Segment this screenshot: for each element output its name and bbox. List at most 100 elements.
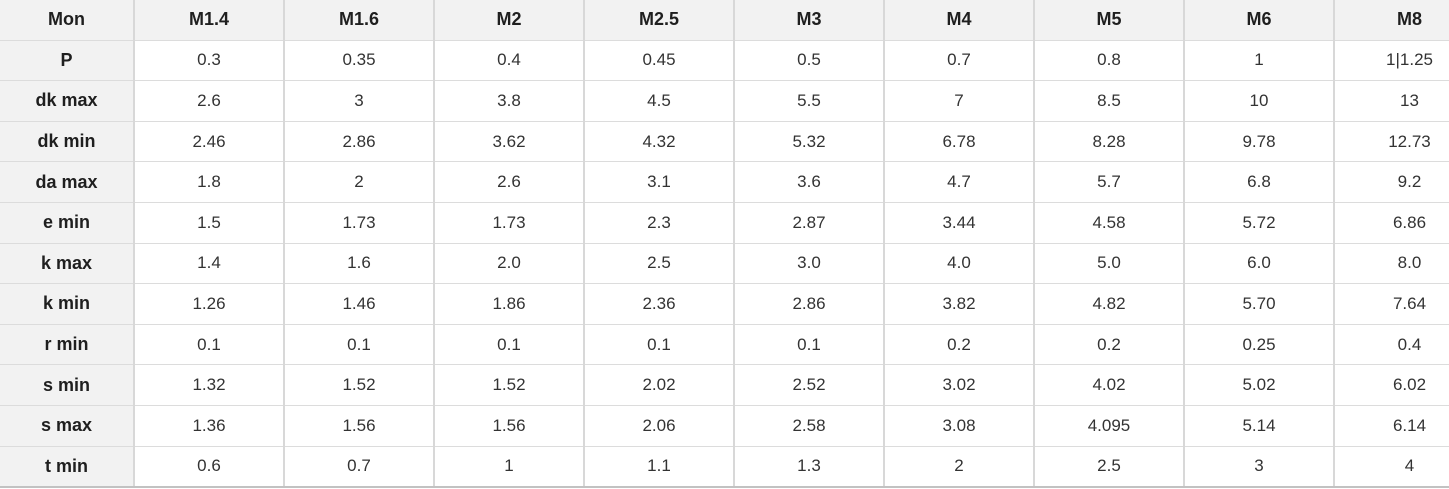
value-cell: 2 bbox=[283, 161, 434, 203]
value-cell: 3.08 bbox=[883, 404, 1034, 447]
value-cell: 3.1 bbox=[583, 161, 734, 203]
row-label: dk max bbox=[0, 80, 134, 122]
value-cell: 3.44 bbox=[883, 201, 1034, 244]
value-cell: 8.28 bbox=[1033, 120, 1184, 162]
value-cell: 2.02 bbox=[583, 364, 734, 406]
value-cell: 12.73 bbox=[1333, 120, 1449, 162]
value-cell: 4.32 bbox=[583, 120, 734, 162]
value-cell: 3.82 bbox=[883, 283, 1034, 325]
table-row: r min 0.1 0.1 0.1 0.1 0.1 0.2 0.2 0.25 0.4 bbox=[0, 323, 1449, 365]
table-row: k min 1.26 1.46 1.86 2.36 2.86 3.82 4.82 5.70 7.6… bbox=[0, 283, 1449, 325]
value-cell: 1 bbox=[1183, 39, 1334, 81]
row-label: dk min bbox=[0, 120, 134, 162]
column-header: M1.4 bbox=[133, 0, 284, 41]
value-cell: 1.56 bbox=[433, 404, 584, 447]
value-cell: 13 bbox=[1333, 80, 1449, 122]
value-cell: 1.52 bbox=[283, 364, 434, 406]
value-cell: 0.8 bbox=[1033, 39, 1184, 81]
row-label: s min bbox=[0, 364, 134, 406]
value-cell: 6.86 bbox=[1333, 201, 1449, 244]
value-cell: 5.02 bbox=[1183, 364, 1334, 406]
column-header: M8 bbox=[1333, 0, 1449, 41]
value-cell: 1.26 bbox=[133, 283, 284, 325]
value-cell: 4.0 bbox=[883, 242, 1034, 284]
table-row: e min 1.5 1.73 1.73 2.3 2.87 3.44 4.58 5.72 6.86 bbox=[0, 201, 1449, 244]
value-cell: 0.4 bbox=[433, 39, 584, 81]
value-cell: 4.02 bbox=[1033, 364, 1184, 406]
value-cell: 0.7 bbox=[883, 39, 1034, 81]
value-cell: 0.1 bbox=[283, 323, 434, 365]
value-cell: 2 bbox=[883, 445, 1034, 489]
table-row: k max 1.4 1.6 2.0 2.5 3.0 4.0 5.0 6.0 8.0 bbox=[0, 242, 1449, 284]
value-cell: 8.0 bbox=[1333, 242, 1449, 284]
value-cell: 3.6 bbox=[733, 161, 884, 203]
value-cell: 4.7 bbox=[883, 161, 1034, 203]
value-cell: 5.14 bbox=[1183, 404, 1334, 447]
value-cell: 2.86 bbox=[733, 283, 884, 325]
value-cell: 2.6 bbox=[433, 161, 584, 203]
row-label: da max bbox=[0, 161, 134, 203]
value-cell: 2.5 bbox=[1033, 445, 1184, 489]
value-cell: 8.5 bbox=[1033, 80, 1184, 122]
row-label: e min bbox=[0, 201, 134, 244]
value-cell: 0.1 bbox=[133, 323, 284, 365]
corner-header: Mon bbox=[0, 0, 134, 41]
column-header: M4 bbox=[883, 0, 1034, 41]
value-cell: 3.02 bbox=[883, 364, 1034, 406]
value-cell: 0.1 bbox=[583, 323, 734, 365]
value-cell: 6.02 bbox=[1333, 364, 1449, 406]
value-cell: 0.1 bbox=[733, 323, 884, 365]
value-cell: 1.6 bbox=[283, 242, 434, 284]
value-cell: 2.0 bbox=[433, 242, 584, 284]
value-cell: 2.86 bbox=[283, 120, 434, 162]
value-cell: 0.45 bbox=[583, 39, 734, 81]
value-cell: 6.14 bbox=[1333, 404, 1449, 447]
value-cell: 1.86 bbox=[433, 283, 584, 325]
value-cell: 1 bbox=[433, 445, 584, 489]
value-cell: 1.46 bbox=[283, 283, 434, 325]
table-row: P 0.3 0.35 0.4 0.45 0.5 0.7 0.8 1 1|1.25 bbox=[0, 39, 1449, 81]
value-cell: 2.87 bbox=[733, 201, 884, 244]
value-cell: 5.7 bbox=[1033, 161, 1184, 203]
value-cell: 4.58 bbox=[1033, 201, 1184, 244]
value-cell: 3.0 bbox=[733, 242, 884, 284]
header-row: Mon M1.4 M1.6 M2 M2.5 M3 M4 M5 M6 M8 bbox=[0, 0, 1449, 41]
value-cell: 9.78 bbox=[1183, 120, 1334, 162]
table-row: dk min 2.46 2.86 3.62 4.32 5.32 6.78 8.28 9.78 12… bbox=[0, 120, 1449, 162]
value-cell: 6.0 bbox=[1183, 242, 1334, 284]
value-cell: 3.8 bbox=[433, 80, 584, 122]
table-body: P 0.3 0.35 0.4 0.45 0.5 0.7 0.8 1 1|1.25 dk max 2.6… bbox=[0, 39, 1449, 489]
value-cell: 0.1 bbox=[433, 323, 584, 365]
value-cell: 1.36 bbox=[133, 404, 284, 447]
table-row: s max 1.36 1.56 1.56 2.06 2.58 3.08 4.095 5.14 6.… bbox=[0, 404, 1449, 447]
row-label: r min bbox=[0, 323, 134, 365]
value-cell: 1.32 bbox=[133, 364, 284, 406]
value-cell: 7 bbox=[883, 80, 1034, 122]
value-cell: 1.4 bbox=[133, 242, 284, 284]
value-cell: 0.25 bbox=[1183, 323, 1334, 365]
value-cell: 2.58 bbox=[733, 404, 884, 447]
value-cell: 1.1 bbox=[583, 445, 734, 489]
value-cell: 2.3 bbox=[583, 201, 734, 244]
value-cell: 1.56 bbox=[283, 404, 434, 447]
table-row: t min 0.6 0.7 1 1.1 1.3 2 2.5 3 4 bbox=[0, 445, 1449, 489]
value-cell: 4.5 bbox=[583, 80, 734, 122]
value-cell: 0.3 bbox=[133, 39, 284, 81]
row-label: k max bbox=[0, 242, 134, 284]
value-cell: 9.2 bbox=[1333, 161, 1449, 203]
value-cell: 2.52 bbox=[733, 364, 884, 406]
value-cell: 1.3 bbox=[733, 445, 884, 489]
value-cell: 1|1.25 bbox=[1333, 39, 1449, 81]
table-row: dk max 2.6 3 3.8 4.5 5.5 7 8.5 10 13 bbox=[0, 80, 1449, 122]
value-cell: 6.8 bbox=[1183, 161, 1334, 203]
row-label: k min bbox=[0, 283, 134, 325]
value-cell: 5.0 bbox=[1033, 242, 1184, 284]
value-cell: 4 bbox=[1333, 445, 1449, 489]
value-cell: 0.35 bbox=[283, 39, 434, 81]
value-cell: 2.5 bbox=[583, 242, 734, 284]
value-cell: 10 bbox=[1183, 80, 1334, 122]
value-cell: 3 bbox=[283, 80, 434, 122]
column-header: M5 bbox=[1033, 0, 1184, 41]
column-header: M1.6 bbox=[283, 0, 434, 41]
